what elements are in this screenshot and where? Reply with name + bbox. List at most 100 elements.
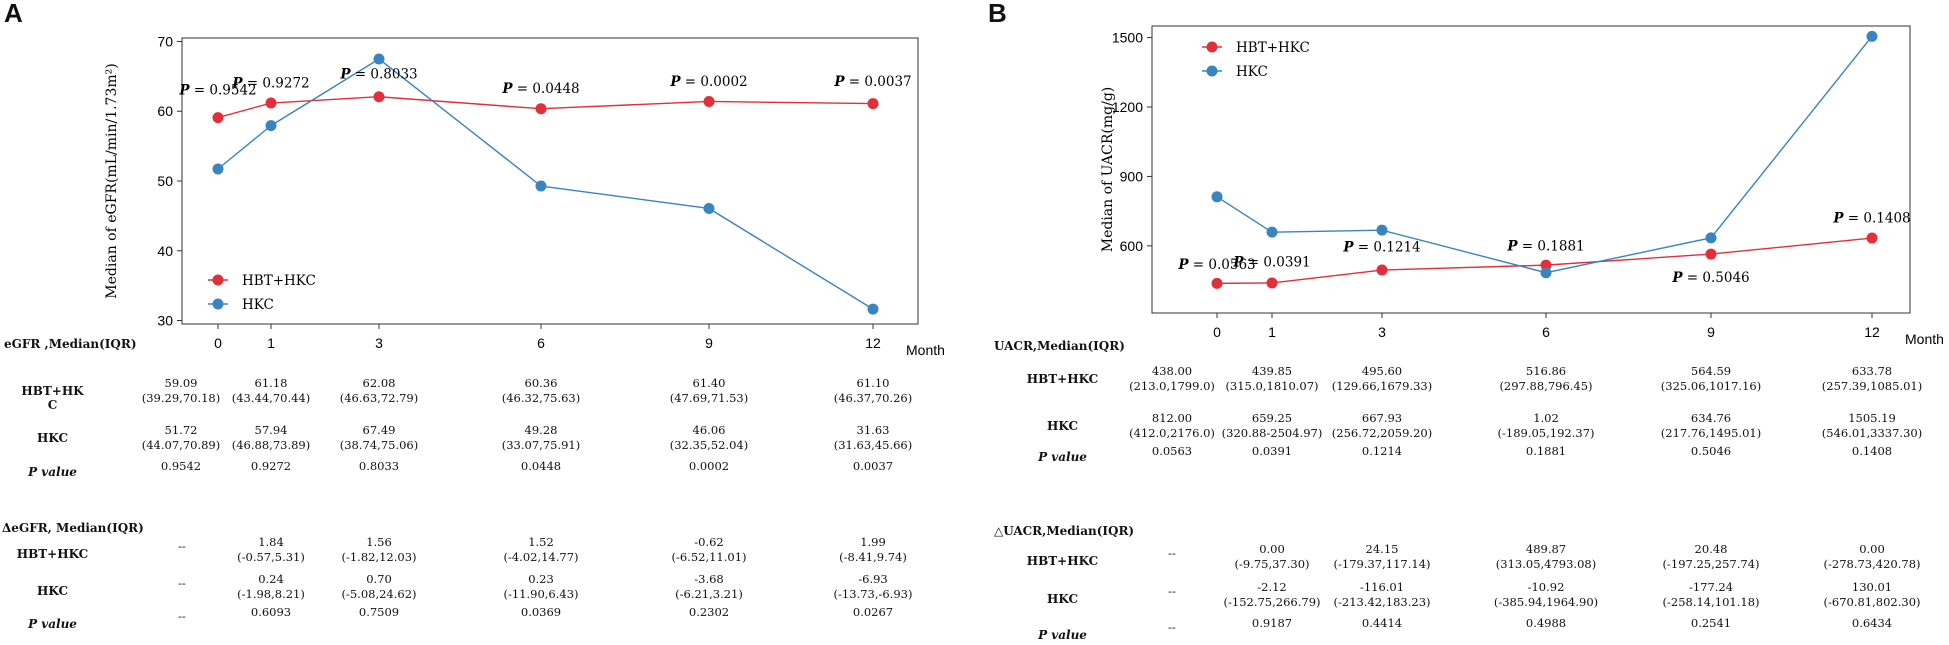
legend-label: HBT+HKC (1236, 40, 1310, 56)
table-cell: 0.4988 (1525, 616, 1567, 630)
p-symbol: P (339, 66, 351, 82)
x-tick-label: 9 (1707, 324, 1715, 340)
x-tick-label: 12 (865, 335, 881, 351)
table-cell: -6.93 (-13.73,-6.93) (833, 572, 913, 601)
table-cell: 0.0448 (520, 459, 562, 473)
table-cell: 130.01 (-670.81,802.30) (1823, 580, 1921, 609)
y-axis-label: Median of eGFR(mL/min/1.73m²) (104, 63, 120, 298)
table-cell: 439.85 (315.0,1810.07) (1225, 364, 1319, 393)
row-label: P value (28, 617, 77, 631)
table-cell: 49.28 (33.07,75.91) (501, 423, 581, 452)
p-value-text: = 0.9272 (243, 76, 310, 92)
table-cell: 61.40 (47.69,71.53) (669, 376, 749, 405)
p-symbol: P (178, 83, 190, 99)
plot-frame (1151, 25, 1911, 314)
data-point (703, 202, 715, 214)
table-cell: 1.84 (-0.57,5.31) (237, 535, 305, 564)
table-title: eGFR ,Median(IQR) (4, 337, 137, 351)
row-label: HKC (1047, 592, 1078, 606)
p-value-text: = 0.1214 (1354, 240, 1421, 256)
series-line-hbthkc (1216, 237, 1873, 285)
p-value-text: = 0.9542 (190, 83, 257, 99)
x-tick-label: 0 (1213, 324, 1221, 340)
y-tick-label: 50 (157, 173, 173, 189)
p-value-annotation: P = 0.0563 (1177, 257, 1255, 273)
row-label: HBT+HKC (1026, 554, 1099, 568)
series-line-hbthkc (217, 96, 874, 119)
table-cell: 659.25 (320.88-2504.97) (1221, 411, 1323, 440)
y-tick-label: 1200 (1112, 99, 1143, 115)
x-tick-label: 12 (1864, 324, 1880, 340)
p-value-annotation: P = 0.9542 (178, 83, 256, 99)
table-cell: 1.56 (-1.82,12.03) (341, 535, 417, 564)
p-value-annotation: P = 0.0391 (1232, 255, 1310, 271)
legend-label: HBT+HKC (242, 273, 316, 289)
empty-cell-dash: -- (178, 539, 186, 553)
legend-swatch-marker (212, 274, 224, 286)
p-value-annotation: P = 0.0448 (501, 81, 579, 97)
table-cell: 0.9187 (1251, 616, 1293, 630)
data-point (703, 95, 715, 107)
panel-letter-a: A (4, 0, 23, 28)
table-cell: 0.0391 (1251, 444, 1293, 458)
table-cell: 0.2541 (1690, 616, 1732, 630)
row-label: HKC (37, 431, 68, 445)
table-cell: -116.01 (-213.42,183.23) (1333, 580, 1431, 609)
x-tick-label: 3 (1378, 324, 1386, 340)
table-cell: 0.23 (-11.90,6.43) (503, 572, 579, 601)
table-cell: 438.00 (213.0,1799.0) (1129, 364, 1215, 393)
chart-a: 30 40 50 60 70 0 1 3 6 9 12 Month Median of eGFR(mL/… (104, 33, 945, 358)
table-cell: 0.0267 (852, 605, 894, 619)
row-label: HBT+HKC (16, 547, 89, 561)
table-cell: 0.1881 (1525, 444, 1567, 458)
p-value-annotation: P = 0.5046 (1671, 270, 1749, 286)
table-cell: 1505.19 (546.01,3337.30) (1821, 411, 1923, 440)
y-tick-label: 30 (157, 313, 173, 329)
table-cell: 1.52 (-4.02,14.77) (503, 535, 579, 564)
table-cell: 0.9272 (250, 459, 292, 473)
table-cell: 667.93 (256.72,2059.20) (1331, 411, 1433, 440)
table-cell: 0.9542 (160, 459, 202, 473)
table-cell: -2.12 (-152.75,266.79) (1223, 580, 1321, 609)
table-cell: 0.70 (-5.08,24.62) (341, 572, 417, 601)
data-point (1211, 191, 1223, 203)
p-value-text: = 0.5046 (1683, 270, 1750, 286)
table-cell: 0.0037 (852, 459, 894, 473)
empty-cell-dash: -- (1168, 584, 1176, 598)
p-value-annotation: P = 0.1881 (1506, 239, 1584, 255)
table-cell: 0.24 (-1.98,8.21) (237, 572, 305, 601)
p-value-text: = 0.0391 (1244, 255, 1311, 271)
row-label: P value (28, 465, 77, 479)
y-axis-label: Median of UACR(mg/g) (1100, 87, 1116, 253)
data-point (1540, 259, 1552, 271)
table-cell: -177.24 (-258.14,101.18) (1662, 580, 1760, 609)
table-cell: 1.99 (-8.41,9.74) (839, 535, 907, 564)
table-cell: 0.00 (-278.73,420.78) (1823, 542, 1921, 571)
table-cell: 812.00 (412.0,2176.0) (1129, 411, 1215, 440)
data-point (373, 53, 385, 65)
p-symbol: P (1342, 240, 1354, 256)
table-cell: 61.10 (46.37,70.26) (833, 376, 913, 405)
x-tick-label: 6 (1542, 324, 1550, 340)
data-point (212, 112, 224, 124)
row-label: P value (1038, 628, 1087, 642)
data-point (212, 163, 224, 175)
table-cell: -3.68 (-6.21,3.21) (675, 572, 743, 601)
table-cell: 51.72 (44.07,70.89) (141, 423, 221, 452)
y-tick-label: 1500 (1112, 30, 1143, 46)
table-cell: 0.0002 (688, 459, 730, 473)
p-value-text: = 0.1881 (1518, 239, 1585, 255)
p-value-text: = 0.0563 (1189, 257, 1256, 273)
table-cell: 0.1214 (1361, 444, 1403, 458)
table-cell: -10.92 (-385.94,1964.90) (1493, 580, 1599, 609)
table-cell: 0.6093 (250, 605, 292, 619)
table-cell: 0.0563 (1151, 444, 1193, 458)
data-point (373, 91, 385, 103)
row-label: HKC (1047, 419, 1078, 433)
panel-letter-b: B (988, 0, 1007, 28)
data-point (1866, 30, 1878, 42)
x-tick-label: 1 (1268, 324, 1276, 340)
p-symbol: P (1232, 255, 1244, 271)
data-point (1376, 264, 1388, 276)
